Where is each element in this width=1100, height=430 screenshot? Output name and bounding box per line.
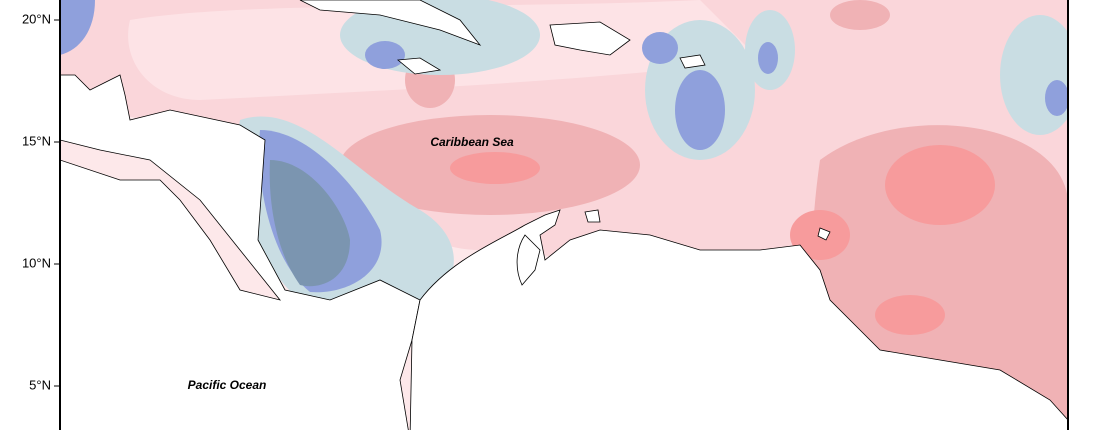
anomaly-strong-low — [60, 0, 95, 55]
map-frame — [59, 0, 1069, 430]
puerto-rico — [679, 54, 706, 69]
jamaica — [396, 57, 442, 75]
island — [584, 209, 601, 223]
y-axis: 20°N 15°N 10°N 5°N — [22, 11, 60, 392]
anomaly-strong-low — [675, 70, 725, 150]
anomaly-strongest-low — [269, 160, 350, 287]
y-tick-label: 20°N — [22, 11, 51, 26]
trinidad — [817, 227, 831, 241]
lake-maracaibo — [516, 234, 541, 286]
anomaly-strong-low — [365, 41, 405, 69]
central-america — [60, 74, 421, 430]
coastlines — [60, 0, 1068, 430]
ocean-label: Pacific Ocean — [188, 378, 267, 392]
y-tick-label: 15°N — [22, 133, 51, 148]
anomaly-peak — [875, 295, 945, 335]
south-america — [409, 209, 1068, 430]
hispaniola — [549, 21, 631, 56]
anomaly-strong-low — [642, 32, 678, 64]
anomaly-peak — [450, 152, 540, 184]
y-tick-label: 5°N — [29, 377, 51, 392]
cuba — [299, 0, 482, 46]
y-tick-label: 10°N — [22, 255, 51, 270]
anomaly-peak — [885, 145, 995, 225]
sea-label: Caribbean Sea — [430, 135, 514, 149]
anomaly-strong-low — [1045, 80, 1068, 116]
anomaly-high — [830, 0, 890, 30]
anomaly-strong-low — [758, 42, 778, 74]
